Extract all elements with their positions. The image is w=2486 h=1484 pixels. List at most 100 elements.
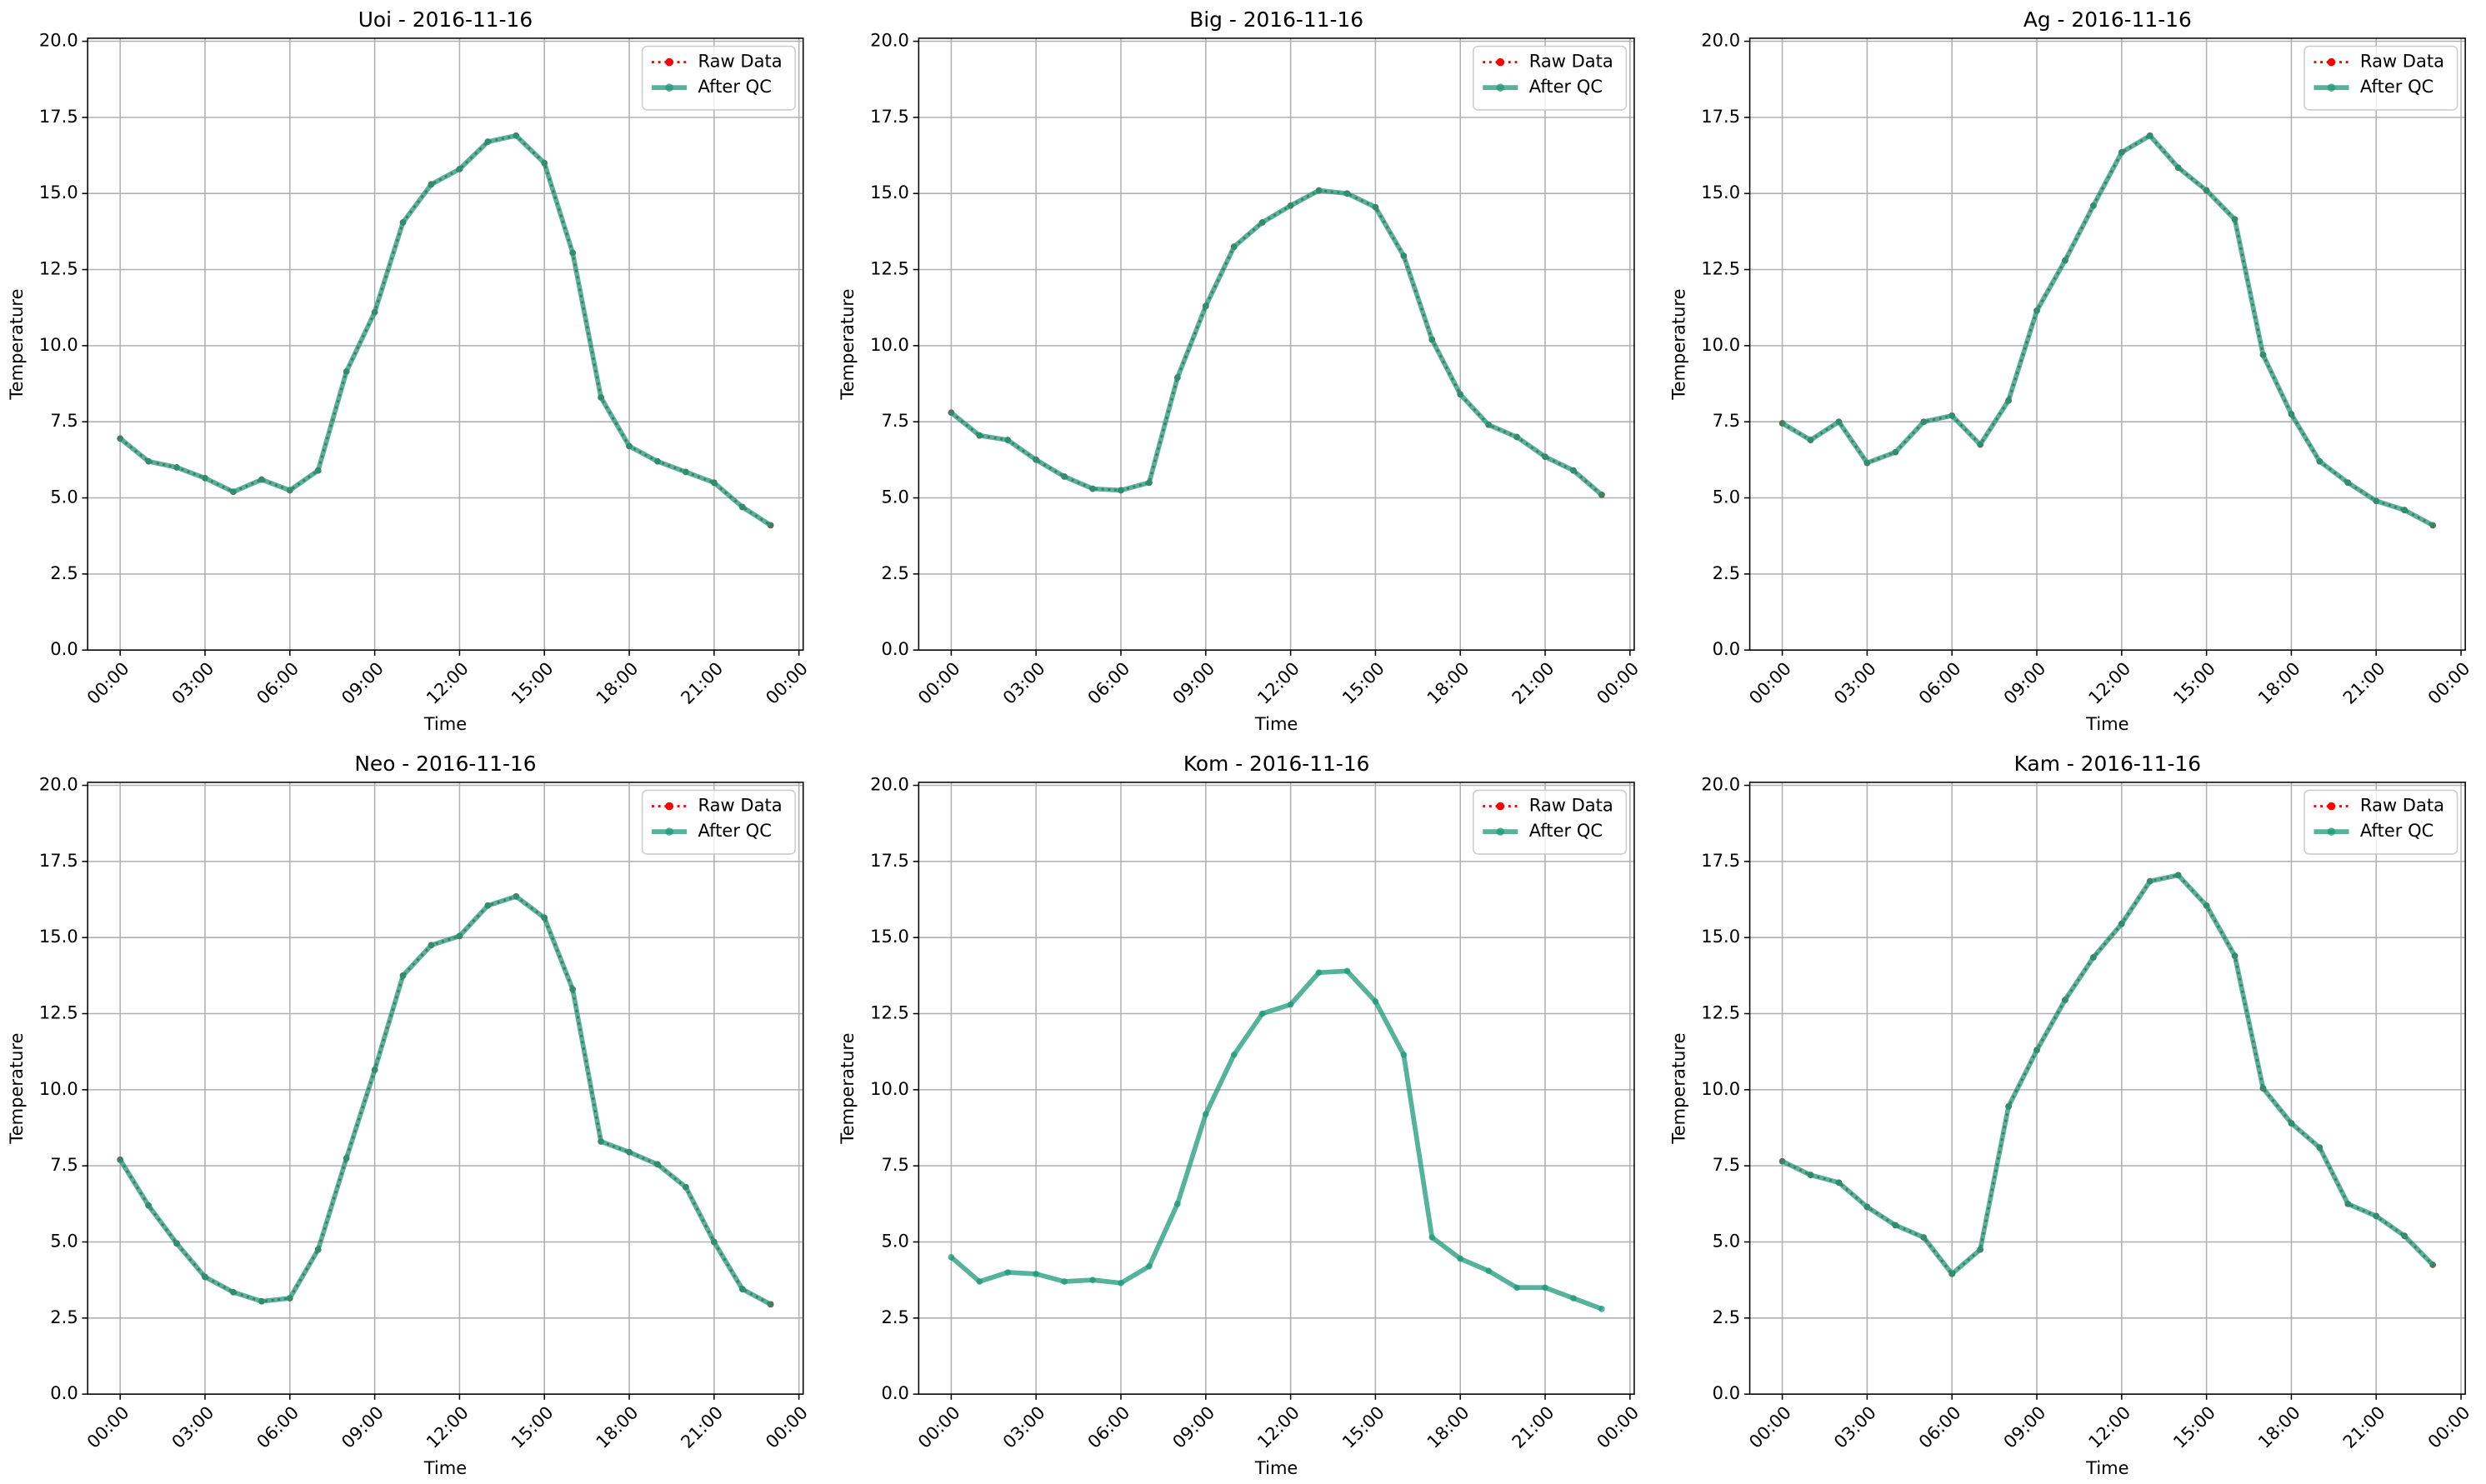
data-point: [1315, 187, 1323, 194]
data-point: [1089, 1277, 1096, 1283]
plot-area: [918, 782, 1634, 1395]
legend-marker: [665, 57, 673, 67]
legend-label: Raw Data: [2360, 51, 2444, 72]
data-point: [1513, 1284, 1520, 1292]
legend-marker: [1496, 827, 1505, 836]
data-point: [1230, 243, 1238, 250]
series-line: [118, 894, 773, 1307]
data-point: [173, 464, 180, 471]
x-tick-label: 12:00: [422, 657, 473, 708]
series-line: [1781, 872, 2435, 1277]
axes-frame: [1748, 782, 2466, 1395]
x-axis-label: Time: [1254, 713, 1298, 734]
legend-label: After QC: [1529, 820, 1603, 841]
data-point: [230, 488, 237, 496]
y-tick-label: 20.0: [870, 774, 909, 795]
data-point: [1835, 418, 1843, 426]
x-tick-label: 06:00: [1083, 1402, 1134, 1452]
data-point: [541, 159, 548, 167]
data-point: [569, 986, 576, 993]
data-point: [1835, 1179, 1843, 1187]
data-point: [976, 1278, 983, 1285]
data-point: [2062, 997, 2068, 1003]
y-axis-label: Temperature: [837, 288, 858, 400]
data-point: [1372, 998, 1379, 1005]
x-tick-label: 06:00: [1083, 657, 1134, 708]
y-tick-label: 2.5: [881, 1307, 908, 1327]
legend-box: [1473, 789, 1628, 855]
x-tick-label: 15:00: [507, 1402, 558, 1452]
y-axis-label: Temperature: [6, 1032, 27, 1144]
subplot: 0.0 2.5 5.0 7.5 10.0 12.5 15.0 17.5 20.0 00:00 03:…: [6, 752, 812, 1478]
data-point: [2090, 202, 2097, 209]
x-tick-label: 00:00: [1593, 657, 1643, 708]
plot-area: [918, 37, 1634, 651]
data-point: [2231, 216, 2238, 223]
y-tick-label: 15.0: [870, 926, 909, 947]
subplot: 0.0 2.5 5.0 7.5 10.0 12.5 15.0 17.5 20.0 00:00 03:…: [837, 7, 1643, 734]
x-tick-label: 00:00: [913, 1402, 964, 1452]
data-point: [683, 468, 689, 476]
data-point: [2288, 411, 2295, 417]
chart-title: Ag - 2016-11-16: [2023, 7, 2192, 32]
y-tick-label: 20.0: [1701, 30, 1740, 51]
data-point: [2429, 1262, 2436, 1268]
data-point: [2203, 902, 2210, 909]
data-point: [1033, 1271, 1040, 1277]
y-tick-label: 7.5: [50, 1154, 78, 1175]
data-point: [484, 902, 492, 909]
x-tick-label: 21:00: [1508, 657, 1558, 708]
series-line: [1781, 132, 2434, 527]
y-tick-label: 15.0: [1701, 182, 1740, 202]
data-point: [626, 1148, 633, 1156]
legend-marker: [665, 802, 673, 811]
y-tick-label: 12.5: [39, 1002, 78, 1023]
data-point: [1146, 479, 1153, 487]
data-point: [1778, 1157, 1786, 1165]
data-point: [2005, 397, 2012, 404]
x-tick-label: 03:00: [1829, 657, 1880, 708]
y-tick-label: 2.5: [1713, 1307, 1740, 1327]
data-point: [1570, 1295, 1577, 1302]
y-tick-label: 7.5: [50, 410, 78, 431]
data-point: [2259, 1085, 2267, 1092]
data-point: [399, 972, 407, 979]
data-point: [948, 1253, 955, 1261]
data-point: [1174, 374, 1181, 382]
x-tick-label: 21:00: [2338, 657, 2389, 708]
legend-box: [1473, 45, 1628, 111]
y-tick-label: 10.0: [1701, 334, 1740, 355]
data-point: [2373, 497, 2380, 504]
x-axis-label: Time: [2085, 1457, 2128, 1478]
data-point: [2118, 920, 2125, 927]
data-point: [1977, 441, 1983, 448]
data-point: [1892, 448, 1899, 456]
y-tick-label: 20.0: [39, 774, 78, 795]
data-point: [711, 1238, 718, 1246]
y-tick-label: 17.5: [1701, 850, 1740, 871]
x-tick-label: 03:00: [998, 657, 1049, 708]
data-point: [1920, 418, 1928, 426]
y-tick-label: 12.5: [1701, 1002, 1740, 1023]
data-point: [1004, 1269, 1012, 1276]
x-tick-label: 15:00: [507, 657, 558, 708]
x-tick-label: 03:00: [998, 1402, 1049, 1452]
data-point: [1542, 453, 1548, 461]
data-point: [738, 503, 746, 511]
data-point: [626, 442, 633, 450]
legend-marker: [665, 827, 673, 836]
data-point: [1457, 1255, 1464, 1262]
axes-frame: [87, 782, 804, 1395]
legend-label: After QC: [2360, 820, 2433, 841]
legend-marker: [2327, 827, 2336, 836]
y-tick-label: 15.0: [1701, 926, 1740, 947]
data-point: [2146, 877, 2153, 885]
data-point: [428, 942, 435, 949]
data-point: [117, 435, 124, 442]
legend: Raw Data After QC: [641, 789, 796, 855]
data-point: [1542, 1284, 1548, 1292]
data-point: [2288, 1120, 2295, 1127]
chart-title: Big - 2016-11-16: [1189, 7, 1363, 32]
data-point: [202, 1273, 208, 1281]
